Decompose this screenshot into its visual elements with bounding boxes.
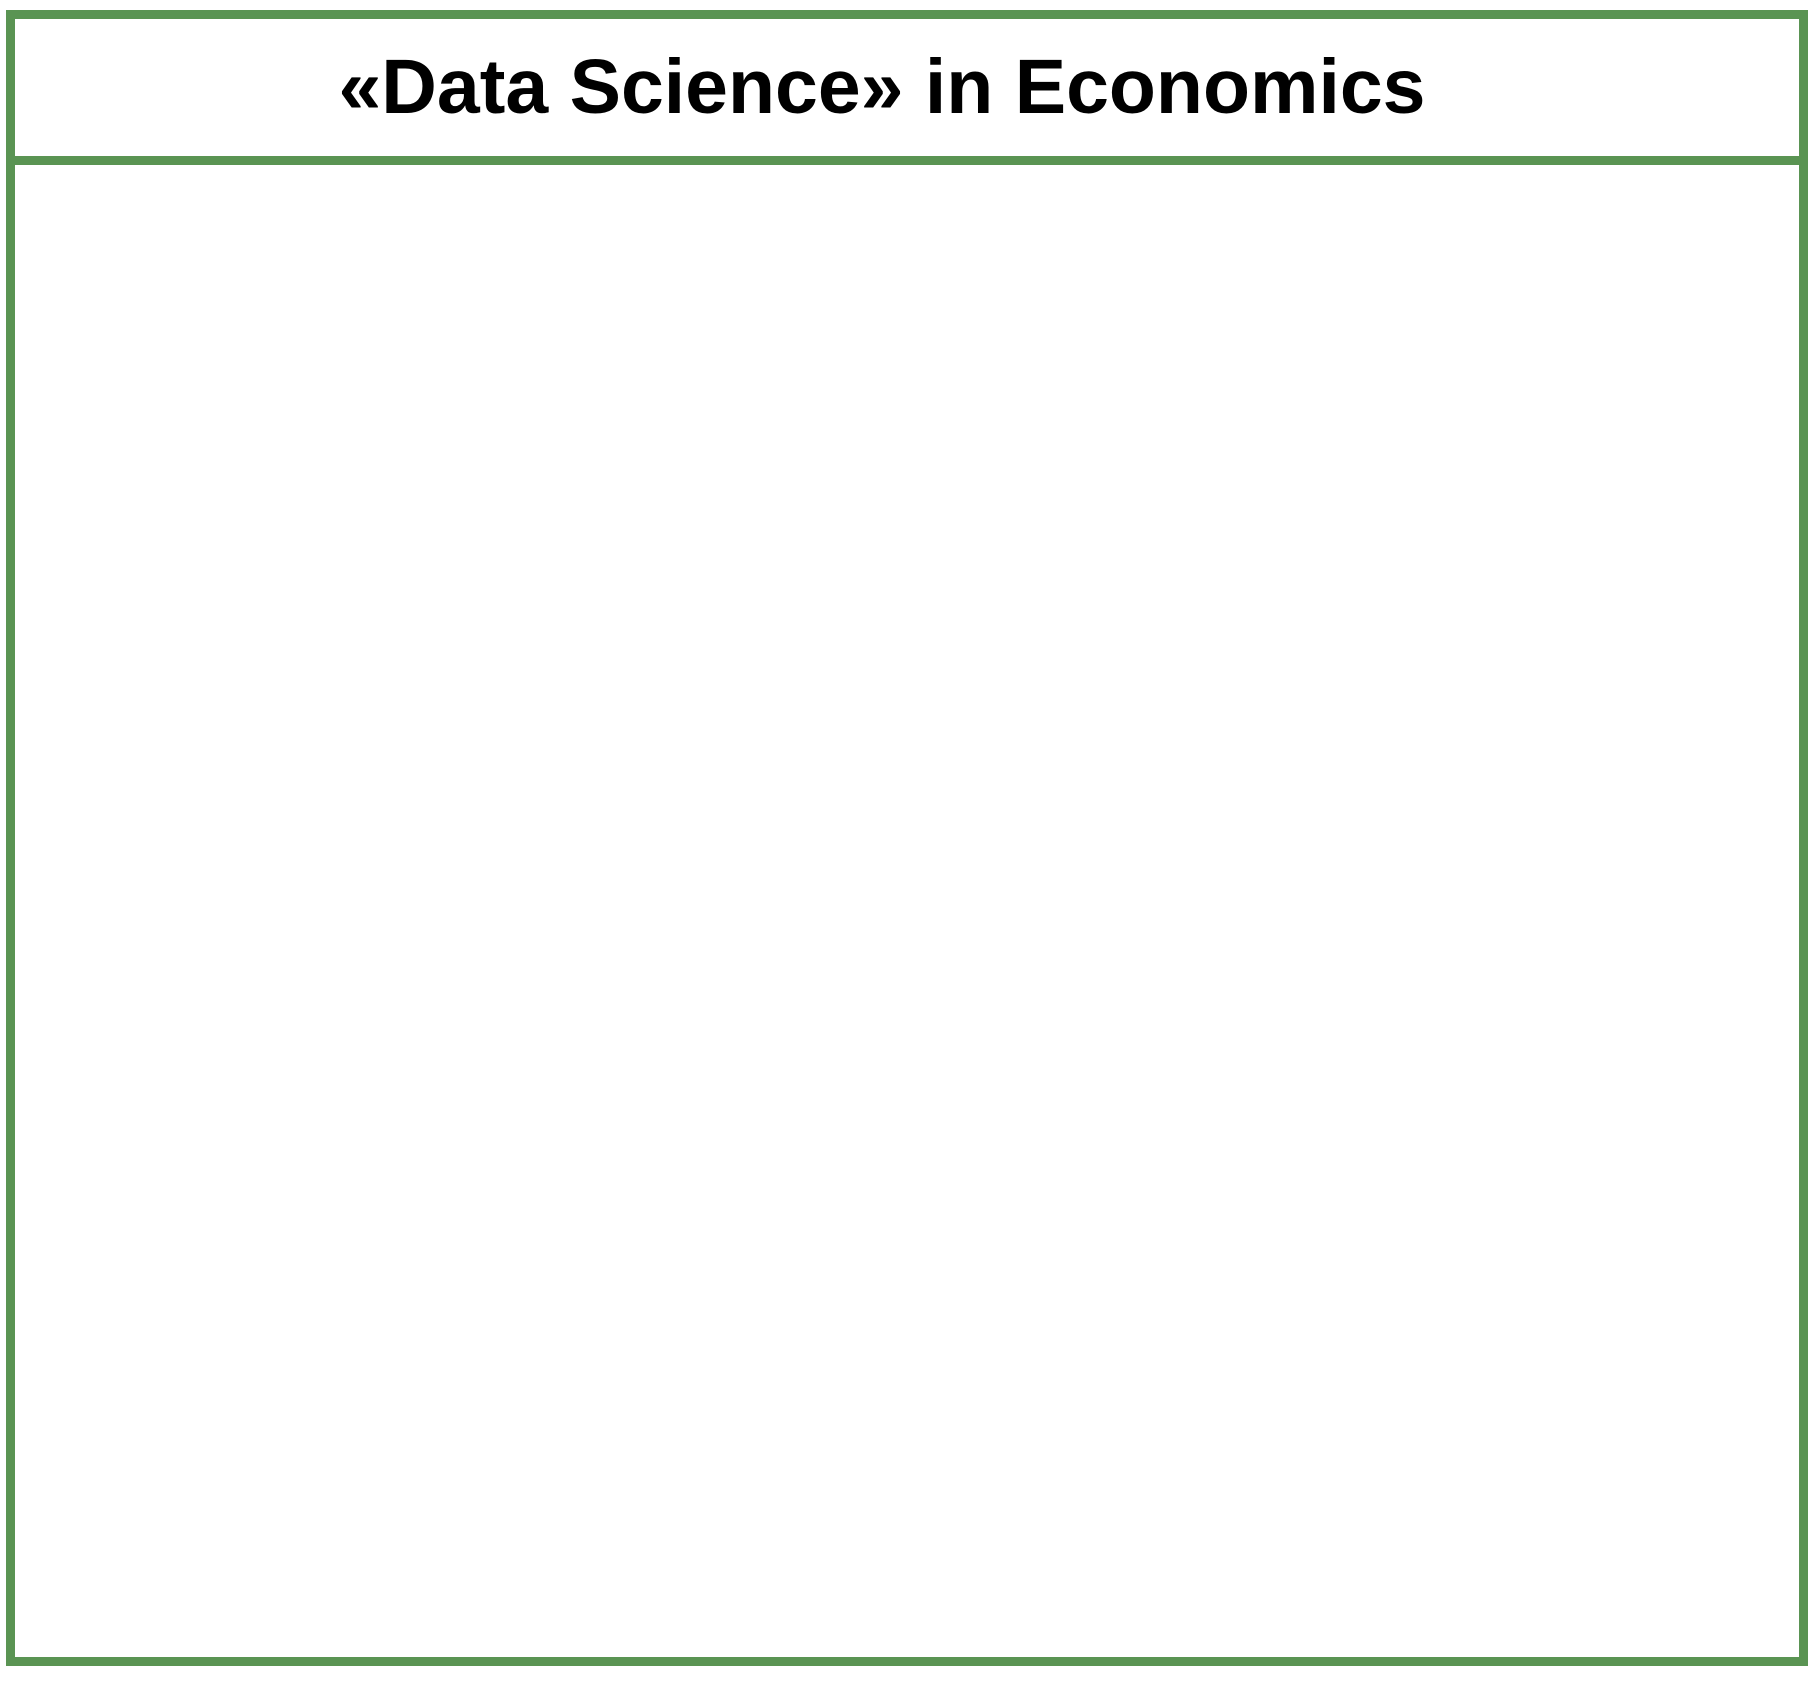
package-container: «Data Science» in Economics	[6, 10, 1808, 1666]
package-title: «Data Science» in Economics	[338, 44, 1426, 130]
package-body	[15, 165, 1799, 1657]
package-header: «Data Science» in Economics	[15, 19, 1799, 165]
